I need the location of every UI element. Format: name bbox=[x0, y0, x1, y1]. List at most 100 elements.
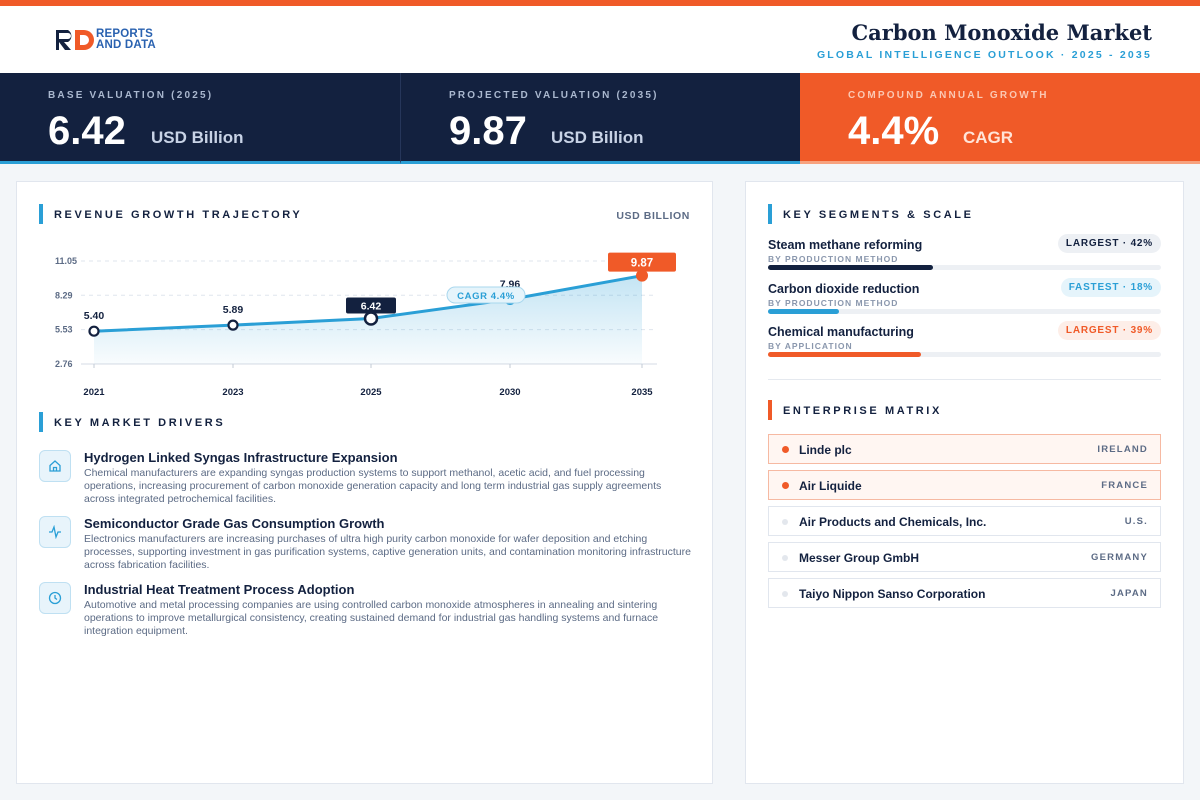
segments-title: KEY SEGMENTS & SCALE bbox=[783, 209, 974, 221]
segment-row: Carbon dioxide reduction BY PRODUCTION M… bbox=[768, 278, 1161, 322]
driver-title: Industrial Heat Treatment Process Adopti… bbox=[84, 582, 355, 597]
x-tick-label: 2030 bbox=[499, 387, 520, 398]
enterprise-country: IRELAND bbox=[1097, 444, 1148, 455]
logo-text: REPORTS AND DATA bbox=[96, 27, 156, 52]
data-label: 6.42 bbox=[361, 301, 382, 313]
kpi-label: BASE VALUATION (2025) bbox=[48, 90, 214, 101]
segment-fill bbox=[768, 265, 934, 270]
value-callout bbox=[346, 297, 396, 314]
logo-line1: REPORTS bbox=[96, 27, 153, 40]
kpi-value: 9.87 bbox=[449, 109, 527, 153]
cagr-pill: CAGR 4.4% bbox=[446, 286, 526, 304]
enterprise-row[interactable]: Air Liquide FRANCE bbox=[768, 470, 1161, 500]
segment-category: BY APPLICATION bbox=[768, 341, 853, 351]
logo-line2: AND DATA bbox=[96, 39, 156, 51]
y-tick-label: 11.05 bbox=[55, 256, 77, 266]
section-accent bbox=[768, 400, 772, 420]
kpi-unit: USD Billion bbox=[551, 128, 644, 147]
value-callout bbox=[608, 252, 676, 272]
home-icon bbox=[39, 450, 71, 482]
segment-category: BY PRODUCTION METHOD bbox=[768, 254, 899, 264]
header: REPORTS AND DATA Carbon Monoxide Market … bbox=[0, 6, 1200, 73]
kpi-projected-valuation: PROJECTED VALUATION (2035) 9.87 USD Bill… bbox=[400, 73, 800, 164]
kpi-unit: USD Billion bbox=[151, 128, 244, 147]
segment-badge: FASTEST · 18% bbox=[1060, 278, 1161, 297]
y-tick-label: 2.76 bbox=[55, 359, 73, 369]
section-accent bbox=[39, 412, 43, 432]
data-label: 5.40 bbox=[84, 310, 105, 322]
driver-item: Semiconductor Grade Gas Consumption Grow… bbox=[39, 516, 694, 576]
segment-track bbox=[768, 352, 1161, 357]
brand-logo: REPORTS AND DATA bbox=[54, 28, 156, 52]
data-point bbox=[227, 319, 239, 331]
enterprise-country: GERMANY bbox=[1091, 552, 1148, 563]
data-point bbox=[88, 325, 100, 337]
page-subtitle: GLOBAL INTELLIGENCE OUTLOOK · 2025 - 203… bbox=[816, 49, 1152, 61]
driver-item: Industrial Heat Treatment Process Adopti… bbox=[39, 582, 694, 642]
segment-row: Steam methane reforming BY PRODUCTION ME… bbox=[768, 234, 1161, 278]
kpi-value: 6.42 bbox=[48, 109, 126, 153]
kpi-cagr: COMPOUND ANNUAL GROWTH 4.4% CAGR bbox=[800, 73, 1200, 164]
trajectory-title: REVENUE GROWTH TRAJECTORY bbox=[54, 209, 303, 221]
status-dot bbox=[782, 446, 789, 453]
enterprise-row[interactable]: Linde plc IRELAND bbox=[768, 434, 1161, 464]
y-tick-label: 5.53 bbox=[55, 325, 73, 335]
enterprise-name: Linde plc bbox=[799, 443, 852, 457]
status-dot bbox=[782, 519, 788, 525]
segment-row: Chemical manufacturing BY APPLICATION LA… bbox=[768, 321, 1161, 365]
enterprise-name: Air Liquide bbox=[799, 479, 862, 493]
data-label: 5.89 bbox=[223, 304, 244, 316]
x-tick-label: 2023 bbox=[222, 387, 243, 398]
segment-track bbox=[768, 309, 1161, 314]
driver-description: Electronics manufacturers are increasing… bbox=[84, 533, 691, 571]
segment-track bbox=[768, 265, 1161, 270]
segment-name: Steam methane reforming bbox=[768, 238, 923, 252]
enterprise-country: U.S. bbox=[1124, 516, 1148, 527]
segment-name: Chemical manufacturing bbox=[768, 325, 914, 339]
drivers-title: KEY MARKET DRIVERS bbox=[54, 417, 226, 429]
enterprise-row[interactable]: Air Products and Chemicals, Inc. U.S. bbox=[768, 506, 1161, 536]
kpi-base-valuation: BASE VALUATION (2025) 6.42 USD Billion bbox=[0, 73, 400, 164]
segment-category: BY PRODUCTION METHOD bbox=[768, 298, 899, 308]
segment-badge: LARGEST · 39% bbox=[1057, 321, 1161, 340]
enterprise-row[interactable]: Taiyo Nippon Sanso Corporation JAPAN bbox=[768, 578, 1161, 608]
y-tick-label: 8.29 bbox=[55, 290, 73, 300]
x-tick-label: 2025 bbox=[360, 387, 382, 398]
cagr-pill-label: CAGR 4.4% bbox=[457, 291, 515, 302]
kpi-label: PROJECTED VALUATION (2035) bbox=[449, 90, 659, 101]
data-label: 9.87 bbox=[631, 258, 653, 270]
driver-title: Hydrogen Linked Syngas Infrastructure Ex… bbox=[84, 450, 398, 465]
status-dot bbox=[782, 555, 788, 561]
status-dot bbox=[782, 591, 788, 597]
x-tick-label: 2021 bbox=[83, 387, 105, 398]
driver-description: Chemical manufacturers are expanding syn… bbox=[84, 467, 662, 505]
data-point bbox=[363, 311, 379, 326]
divider bbox=[768, 379, 1161, 380]
kpi-value: 4.4% bbox=[848, 109, 940, 153]
driver-item: Hydrogen Linked Syngas Infrastructure Ex… bbox=[39, 450, 694, 510]
status-dot bbox=[782, 482, 789, 489]
driver-title: Semiconductor Grade Gas Consumption Grow… bbox=[84, 516, 385, 531]
data-point bbox=[636, 269, 648, 282]
enterprise-name: Taiyo Nippon Sanso Corporation bbox=[799, 587, 986, 601]
segment-fill bbox=[768, 352, 922, 357]
top-accent-bar bbox=[0, 0, 1200, 6]
left-panel: REVENUE GROWTH TRAJECTORY USD BILLION 11… bbox=[16, 181, 713, 784]
clock-icon bbox=[39, 582, 71, 614]
segment-badge: LARGEST · 42% bbox=[1057, 234, 1161, 253]
right-panel: KEY SEGMENTS & SCALE Steam methane refor… bbox=[745, 181, 1184, 784]
page-title: Carbon Monoxide Market bbox=[851, 20, 1152, 45]
enterprise-name: Air Products and Chemicals, Inc. bbox=[799, 515, 987, 529]
enterprise-row[interactable]: Messer Group GmbH GERMANY bbox=[768, 542, 1161, 572]
enterprise-title: ENTERPRISE MATRIX bbox=[783, 405, 942, 417]
revenue-chart: 11.05 8.29 5.53 2.76 2021 2023 2025 2030 2035 5.… bbox=[55, 252, 676, 398]
chart-unit-tag: USD BILLION bbox=[616, 210, 690, 222]
segment-fill bbox=[768, 309, 839, 314]
section-accent bbox=[768, 204, 772, 224]
logo-mark-icon bbox=[56, 30, 94, 50]
driver-description: Automotive and metal processing companie… bbox=[84, 599, 659, 637]
enterprise-country: JAPAN bbox=[1110, 588, 1148, 599]
enterprise-name: Messer Group GmbH bbox=[799, 551, 920, 565]
kpi-label: COMPOUND ANNUAL GROWTH bbox=[848, 90, 1049, 101]
segment-name: Carbon dioxide reduction bbox=[768, 282, 920, 296]
